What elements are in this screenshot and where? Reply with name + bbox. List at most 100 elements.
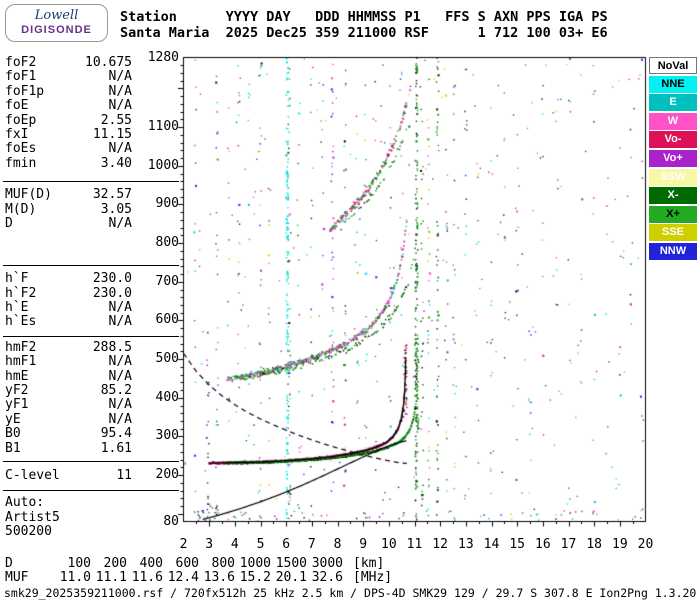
param-value: 2.55 [100,112,132,128]
param-value: N/A [108,141,132,157]
auto-block-line: Artist5 [5,509,60,525]
param-group: h`F 230.0 h`F2 230.0 h`E N/A h`Es N/A [3,271,179,330]
muf-label: MUF [5,570,29,585]
d-row: D 100 200 400 600 800 1000 1500 3000 [km] [5,557,384,570]
x-tick-label: 2 [179,537,188,552]
ionogram-plot [170,50,662,536]
param-row: h`F2 230.0 [3,285,132,301]
d-value: 1000 [239,556,271,571]
param-value: N/A [108,411,132,427]
separator [3,335,179,337]
x-tick-label: 13 [458,537,474,552]
muf-value: 15.2 [239,570,271,585]
param-group: MUF(D) 32.57 M(D) 3.05 D N/A [3,187,179,231]
param-name: M(D) [5,201,37,217]
x-tick-label: 4 [230,537,239,552]
muf-value: 32.6 [311,570,343,585]
muf-unit: [MHz] [353,570,393,585]
param-row: hmE N/A [3,368,132,384]
muf-value: 12.4 [167,570,199,585]
d-value: 1500 [275,556,307,571]
param-name: foE [5,98,29,114]
y-tick-label: 300 [155,428,179,444]
param-name: D [5,215,13,231]
param-name: foF1p [5,83,45,99]
muf-value: 11.1 [95,570,127,585]
param-value: 3.05 [100,201,132,217]
param-name: h`Es [5,314,37,330]
param-value: N/A [108,397,132,413]
legend-item-noval: NoVal [649,57,697,74]
param-value: 32.57 [92,187,132,203]
d-value: 600 [175,556,199,571]
param-name: foF1 [5,69,37,85]
legend-item-nnw: NNW [649,242,697,260]
param-name: hmE [5,368,29,384]
y-tick-label: 600 [155,312,179,328]
param-name: B1 [5,440,21,456]
d-value: 400 [139,556,163,571]
d-value: 3000 [311,556,343,571]
legend-item-x: X+ [649,205,697,223]
param-value: N/A [108,300,132,316]
param-name: fxI [5,126,29,142]
param-row: D N/A [3,215,132,231]
x-tick-label: 7 [307,537,316,552]
param-value: 230.0 [92,285,132,301]
y-tick-label: 200 [155,467,179,483]
param-value: 11 [116,467,132,483]
param-group: foF2 10.675 foF1 N/A foF1p N/A foE N/A foEp 2.55 f… [3,55,179,171]
x-tick-label: 3 [205,537,214,552]
y-tick-label: 700 [155,273,179,289]
d-value: 200 [103,556,127,571]
param-row: foF1p N/A [3,83,132,99]
param-row: fxI 11.15 [3,126,132,142]
param-name: hmF1 [5,354,37,370]
separator [3,181,179,183]
param-row: hmF1 N/A [3,354,132,370]
param-row: h`F 230.0 [3,271,132,286]
param-name: B0 [5,426,21,442]
param-name: foEs [5,141,37,157]
param-value: N/A [108,368,132,384]
parameter-panel: foF2 10.675 foF1 N/A foF1p N/A foE N/A foEp 2.55 f… [3,55,179,540]
param-row: MUF(D) 32.57 [3,187,132,203]
param-row: C-level 11 [3,467,132,483]
param-name: h`F2 [5,285,37,301]
header-line2: Santa Maria 2025 Dec25 359 211000 RSF 1 … [120,25,608,41]
param-value: 11.15 [92,126,132,142]
param-name: foF2 [5,55,37,70]
param-value: 10.675 [85,55,132,70]
param-row: foEp 2.55 [3,112,132,128]
separator [3,265,179,267]
x-tick-label: 14 [483,537,500,552]
x-tick-label: 11 [406,537,423,552]
x-tick-label: 18 [586,537,602,552]
y-tick-label: 1000 [147,157,179,173]
param-row: fmin 3.40 [3,156,132,171]
legend-item-w: W [649,112,697,130]
param-name: MUF(D) [5,187,52,203]
muf-row: MUF 11.0 11.1 11.6 12.4 13.6 15.2 20.1 32.6 [MHz] [5,571,392,584]
x-tick-label: 12 [432,537,448,552]
param-value: N/A [108,98,132,114]
param-row: h`Es N/A [3,314,132,330]
param-row: yE N/A [3,411,132,427]
footer-info: smk29_2025359211000.rsf / 720fx512h 25 k… [4,586,697,600]
param-value: N/A [108,69,132,85]
param-row: yF2 85.2 [3,383,132,398]
auto-block-line: 500200 [5,524,52,540]
x-tick-label: 20 [637,537,654,552]
doppler-legend: NoVal NNE E W Vo- Vo+ SSW X- X+ SSE NNW [649,57,697,262]
param-name: C-level [5,467,60,483]
x-tick-label: 9 [359,537,368,552]
param-value: 288.5 [92,339,132,355]
param-group: hmF2 288.5 hmF1 N/A hmE N/A yF2 85.2 yF1 N/A yE N/A… [3,339,179,456]
param-value: N/A [108,215,132,231]
separator [3,460,179,462]
param-row: M(D) 3.05 [3,201,132,217]
legend-item-vo: Vo- [649,131,697,149]
d-value: 100 [67,556,91,571]
separator [3,490,179,492]
